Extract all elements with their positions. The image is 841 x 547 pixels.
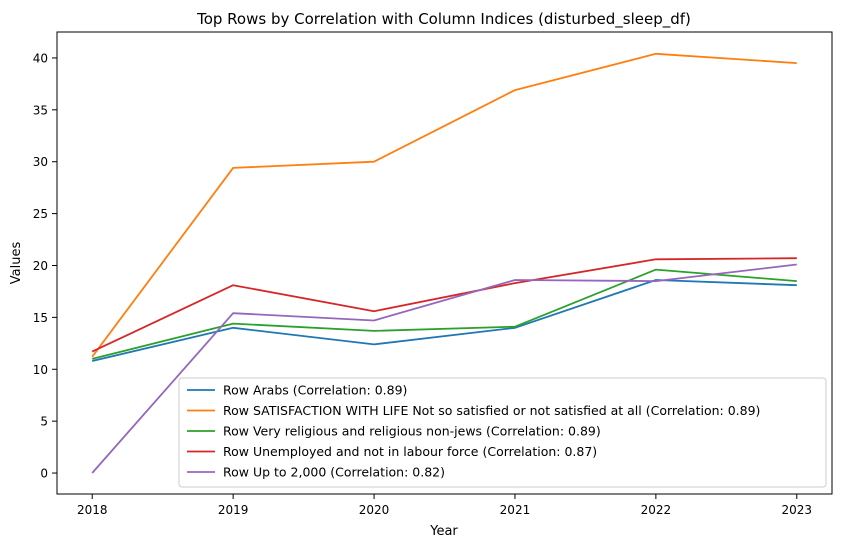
chart-title: Top Rows by Correlation with Column Indi…	[196, 10, 691, 29]
x-tick-label: 2018	[77, 503, 108, 517]
x-tick-label: 2020	[359, 503, 390, 517]
x-tick-label: 2023	[781, 503, 812, 517]
legend-label-4: Row Unemployed and not in labour force (…	[223, 444, 597, 459]
series-line-1	[91, 279, 797, 362]
y-tick-label: 5	[40, 415, 48, 429]
y-tick-label: 40	[33, 51, 48, 65]
x-tick-label: 2019	[218, 503, 249, 517]
legend-label-3: Row Very religious and religious non-jew…	[223, 424, 601, 439]
legend-label-1: Row Arabs (Correlation: 0.89)	[223, 383, 407, 398]
series-line-4	[91, 257, 797, 353]
legend-box	[178, 377, 827, 488]
y-tick-label: 30	[33, 155, 48, 169]
y-tick-label: 20	[33, 259, 48, 273]
legend-label-2: Row SATISFACTION WITH LIFE Not so satisf…	[223, 403, 760, 418]
series-line-5	[91, 263, 797, 474]
x-tick-label: 2022	[641, 503, 672, 517]
y-tick-label: 15	[33, 311, 48, 325]
plot-frame	[56, 31, 833, 495]
x-tick-label: 2021	[500, 503, 531, 517]
x-axis-label: Year	[429, 524, 458, 539]
series-line-3	[91, 268, 797, 360]
y-tick-label: 0	[40, 467, 48, 481]
series-line-2	[91, 52, 797, 358]
y-axis-label: Values	[9, 242, 24, 285]
y-tick-label: 35	[33, 103, 48, 117]
y-tick-label: 10	[33, 363, 48, 377]
y-tick-label: 25	[33, 207, 48, 221]
legend-label-5: Row Up to 2,000 (Correlation: 0.82)	[223, 465, 445, 480]
legend: Row Arabs (Correlation: 0.89) Row SATISFA…	[178, 377, 827, 488]
